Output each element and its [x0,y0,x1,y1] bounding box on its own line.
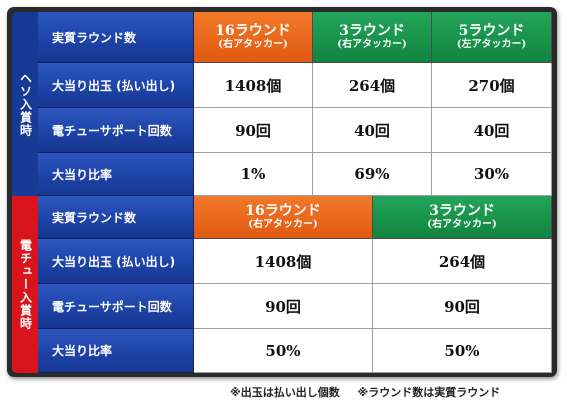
row-label-ratio: 大当り比率 [38,329,194,373]
table-cell: 1408個 [194,239,373,284]
table-cell: 1% [194,153,313,196]
row-label-ratio: 大当り比率 [38,153,194,196]
header-col-title: 3ラウンド [339,23,405,39]
header-col-title: 16ラウンド [245,203,321,219]
table-cell: 270個 [432,63,552,108]
table-cell: 90回 [194,284,373,329]
side-label-heso: ヘソ入賞時 [12,12,38,196]
header-label-rounds: 実質ラウンド数 [38,12,194,63]
row-label-support: 電チューサポート回数 [38,108,194,153]
side-label-denchu: 電チュー入賞時 [12,196,38,373]
header-col-title: 3ラウンド [429,203,495,219]
table-cell: 30% [432,153,552,196]
table-cell: 90回 [194,108,313,153]
table-cell: 1408個 [194,63,313,108]
table-cell: 69% [313,153,432,196]
row-label-payout: 大当り出玉 (払い出し) [38,239,194,284]
row-label-support: 電チューサポート回数 [38,284,194,329]
header-label-rounds: 実質ラウンド数 [38,196,194,239]
footnotes: ※出玉は払い出し個数 ※ラウンド数は実質ラウンド [230,384,560,400]
header-col-16r: 16ラウンド (右アタッカー) [194,12,313,63]
header-col-title: 16ラウンド [215,23,291,39]
table-cell: 40回 [432,108,552,153]
table-cell: 50% [373,329,552,373]
header-col-3r: 3ラウンド (右アタッカー) [373,196,552,239]
footnote-payout: ※出玉は払い出し個数 [230,386,340,399]
header-col-16r: 16ラウンド (右アタッカー) [194,196,373,239]
header-col-3r: 3ラウンド (右アタッカー) [313,12,432,63]
table-cell: 264個 [373,239,552,284]
header-col-sub: (左アタッカー) [456,39,527,50]
header-col-sub: (右アタッカー) [218,39,288,50]
header-col-sub: (右アタッカー) [248,219,318,230]
table-cell: 264個 [313,63,432,108]
table-cell: 50% [194,329,373,373]
header-col-title: 5ラウンド [458,23,525,39]
table-cell: 40回 [313,108,432,153]
header-col-sub: (右アタッカー) [427,219,497,230]
row-label-payout: 大当り出玉 (払い出し) [38,63,194,108]
table-cell: 90回 [373,284,552,329]
header-col-sub: (右アタッカー) [337,39,407,50]
header-col-5r: 5ラウンド (左アタッカー) [432,12,552,63]
footnote-rounds: ※ラウンド数は実質ラウンド [357,386,501,399]
